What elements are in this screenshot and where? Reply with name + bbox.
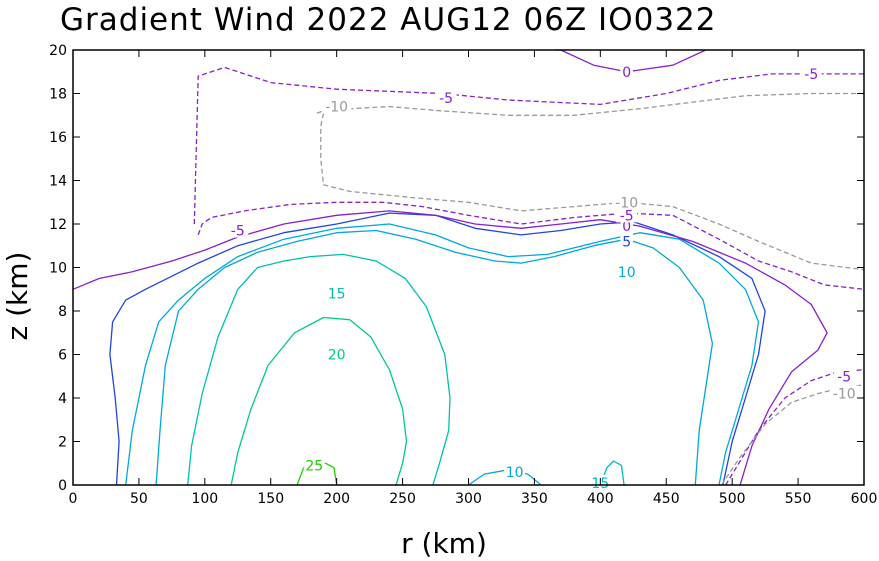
contour-label-bg xyxy=(620,63,633,79)
contour-label-bg xyxy=(326,285,348,301)
contour-label-14: -10 xyxy=(325,100,348,116)
x-axis-label: r (km) xyxy=(401,527,487,560)
x-tick-label: 50 xyxy=(130,491,148,507)
x-tick-label: 250 xyxy=(389,491,416,507)
contour-label-1: 20 xyxy=(328,348,346,364)
y-axis-label: z (km) xyxy=(1,252,34,341)
x-tick-label: 500 xyxy=(719,491,746,507)
contour-label-bg xyxy=(833,368,855,384)
contour-label-bg xyxy=(616,207,638,223)
y-tick-label: 2 xyxy=(58,435,67,451)
y-tick-label: 0 xyxy=(58,478,67,494)
contour-line-c0 xyxy=(72,210,828,486)
plot-area xyxy=(73,50,864,485)
contour-label-15: -10 xyxy=(615,195,638,211)
axes: 0 50 100 150 200 250 300 350 400 450 500 550 6000246… xyxy=(49,43,877,507)
y-tick-label: 20 xyxy=(49,43,67,59)
contour-label-0: 25 xyxy=(305,458,323,474)
y-tick-label: 4 xyxy=(58,391,67,407)
contour-line-c15a xyxy=(187,253,451,486)
contour-line-cm5-seg1 xyxy=(193,66,864,225)
x-tick-label: 350 xyxy=(521,491,548,507)
y-tick-label: 12 xyxy=(49,217,67,233)
contour-label-bg xyxy=(616,263,638,279)
contour-line-c20 xyxy=(230,316,408,486)
x-tick-label: 400 xyxy=(587,491,614,507)
y-tick-label: 18 xyxy=(49,87,67,103)
y-tick-label: 8 xyxy=(58,304,67,320)
x-tick-label: 450 xyxy=(653,491,680,507)
contour-label-4: 10 xyxy=(618,265,636,281)
x-tick-label: 200 xyxy=(323,491,350,507)
contour-label-bg xyxy=(435,89,457,105)
x-tick-label: 600 xyxy=(851,491,878,507)
chart-title: Gradient Wind 2022 AUG12 06Z IO0322 xyxy=(60,2,716,38)
contour-label-11: -5 xyxy=(439,91,453,107)
contour-line-cm5 xyxy=(197,201,865,290)
contour-label-bg xyxy=(326,346,348,362)
contour-label-bg xyxy=(303,457,325,473)
contour-label-12: -5 xyxy=(804,67,818,83)
y-tick-label: 16 xyxy=(49,130,67,146)
contour-label-13: -5 xyxy=(837,369,851,385)
contour-label-2: 15 xyxy=(328,287,346,303)
contour-label-8: 0 xyxy=(622,65,631,81)
contour-label-9: -5 xyxy=(620,208,634,224)
contour-line-c10a xyxy=(155,229,714,486)
contour-label-7: 0 xyxy=(622,219,631,235)
contour-lines xyxy=(72,49,865,486)
x-tick-label: 300 xyxy=(455,491,482,507)
plot-background xyxy=(73,50,864,485)
contour-line-c10b xyxy=(125,223,760,486)
x-tick-label: 0 xyxy=(69,491,78,507)
x-tick-label: 150 xyxy=(257,491,284,507)
x-tick-label: 550 xyxy=(785,491,812,507)
contour-label-10: -5 xyxy=(231,224,245,240)
x-tick-label: 100 xyxy=(191,491,218,507)
contour-label-bg xyxy=(620,233,633,249)
contour-label-bg xyxy=(829,385,859,401)
y-tick-label: 10 xyxy=(49,261,67,277)
contour-label-16: -10 xyxy=(833,387,856,403)
y-tick-label: 6 xyxy=(58,348,67,364)
contour-label-6: 5 xyxy=(622,234,631,250)
contour-label-bg xyxy=(800,65,822,81)
y-tick-label: 14 xyxy=(49,174,67,190)
contour-label-bg xyxy=(504,463,526,479)
contour-label-5: 10 xyxy=(506,465,524,481)
contour-label-bg xyxy=(227,222,249,238)
contour-label-bg xyxy=(321,98,352,114)
contour-label-bg xyxy=(611,194,642,210)
